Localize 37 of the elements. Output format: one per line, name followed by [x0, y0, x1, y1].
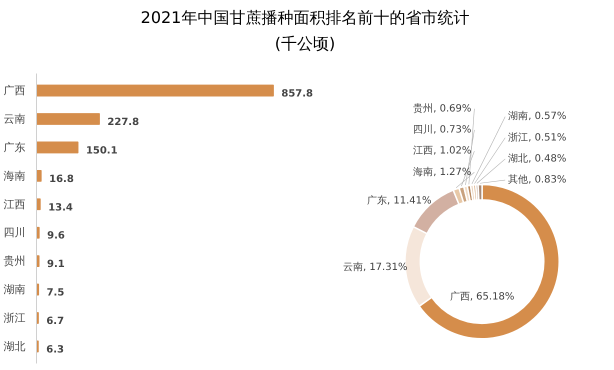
y-tick-label: 湖北 — [4, 340, 26, 353]
slice-label: 云南, 17.31% — [342, 261, 408, 274]
y-tick-label: 海南 — [4, 169, 26, 182]
data-label: 9.6 — [47, 230, 65, 242]
y-tick-label: 四川 — [4, 226, 26, 240]
slice-label: 湖北, 0.48% — [508, 152, 566, 164]
y-tick-label: 江西 — [4, 198, 26, 211]
data-label: 150.1 — [86, 145, 118, 156]
bar — [36, 170, 42, 182]
data-label: 227.8 — [107, 116, 140, 128]
slice-label: 四川, 0.73% — [413, 123, 472, 136]
chart-title: 2021年中国甘蔗播种面积排名前十的省市统计 — [140, 8, 470, 27]
data-label: 7.5 — [46, 288, 64, 299]
slice-label: 广东, 11.41% — [367, 194, 432, 206]
slice-label: 贵州, 0.69% — [413, 102, 472, 114]
data-label: 857.8 — [281, 88, 314, 100]
data-label: 6.7 — [46, 316, 64, 328]
data-label: 13.4 — [48, 202, 73, 214]
y-tick-label: 广西 — [4, 84, 26, 98]
y-tick-label: 浙江 — [4, 312, 26, 325]
bar — [36, 113, 100, 125]
y-tick-label: 广东 — [4, 140, 26, 154]
data-label: 9.1 — [47, 259, 65, 270]
slice-label: 江西, 1.02% — [413, 144, 472, 157]
slice-label: 其他, 0.83% — [508, 174, 566, 186]
data-label: 6.3 — [46, 344, 64, 356]
y-tick-label: 湖南 — [4, 283, 26, 296]
bar — [36, 84, 274, 96]
slice-label: 广西, 65.18% — [450, 290, 514, 302]
bar — [36, 142, 78, 154]
chart-subtitle: (千公顷) — [274, 34, 336, 53]
slice-label: 湖南, 0.57% — [508, 110, 566, 122]
y-tick-label: 云南 — [4, 112, 26, 126]
data-label: 16.8 — [49, 174, 74, 185]
y-tick-label: 贵州 — [4, 254, 26, 268]
slice-label: 浙江, 0.51% — [508, 131, 566, 144]
slice-label: 海南, 1.27% — [413, 166, 472, 178]
